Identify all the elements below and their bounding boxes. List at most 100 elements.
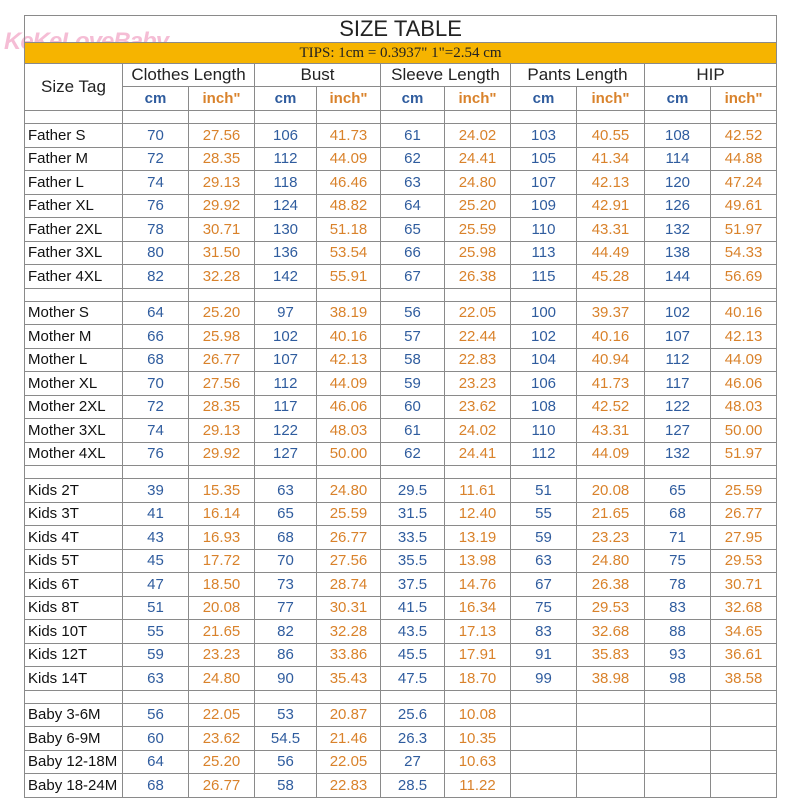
measurement: 75	[644, 548, 711, 573]
measurement: 24.80	[316, 478, 381, 503]
size-row: Mother 2XL 72 28.35 117 46.06 60 23.62 108 42.52…	[24, 394, 778, 419]
measurement: 27.56	[188, 371, 255, 396]
measurement: 17.13	[444, 619, 511, 644]
measurement: 106	[510, 371, 577, 396]
measurement: 112	[254, 146, 317, 171]
size-tag: Father S	[24, 123, 123, 148]
empty-cell	[576, 726, 645, 751]
measurement: 23.62	[188, 726, 255, 751]
measurement: 62	[380, 146, 445, 171]
measurement: 41.73	[576, 371, 645, 396]
measurement: 43.5	[380, 619, 445, 644]
empty-cell	[380, 110, 445, 124]
measurement: 70	[122, 123, 189, 148]
measurement: 25.59	[709, 478, 778, 503]
size-row: Mother S 64 25.20 97 38.19 56 22.05 100 39.37 102…	[24, 300, 778, 325]
size-tag: Kids 14T	[24, 666, 123, 691]
measurement: 115	[510, 264, 577, 289]
size-tag: Baby 6-9M	[24, 726, 123, 751]
measurement: 120	[644, 170, 711, 195]
measurement: 106	[254, 123, 317, 148]
empty-cell	[188, 465, 255, 479]
measurement: 44.09	[576, 441, 645, 466]
column-header: Sleeve Length	[380, 63, 511, 87]
empty-cell	[188, 287, 255, 302]
size-tag: Mother XL	[24, 371, 123, 396]
measurement: 102	[644, 300, 711, 325]
empty-cell	[576, 110, 645, 124]
size-row: Mother L 68 26.77 107 42.13 58 22.83 104 40.94 11…	[24, 347, 778, 372]
empty-cell	[644, 702, 711, 727]
empty-cell	[510, 287, 577, 302]
empty-cell	[316, 287, 381, 302]
empty-cell	[510, 702, 577, 727]
measurement: 68	[122, 347, 189, 372]
measurement: 33.5	[380, 525, 445, 550]
measurement: 28.35	[188, 394, 255, 419]
measurement: 60	[380, 394, 445, 419]
empty-cell	[510, 110, 577, 124]
measurement: 66	[380, 240, 445, 265]
empty-cell	[254, 689, 317, 704]
measurement: 68	[122, 773, 189, 798]
measurement: 45.28	[576, 264, 645, 289]
measurement: 122	[254, 418, 317, 443]
empty-cell	[254, 287, 317, 302]
measurement: 21.65	[576, 501, 645, 526]
measurement: 29.92	[188, 193, 255, 218]
spacer-row	[24, 465, 778, 479]
empty-cell	[188, 689, 255, 704]
unit-label: inch"	[576, 86, 645, 111]
measurement: 59	[510, 525, 577, 550]
measurement: 51	[122, 595, 189, 620]
measurement: 93	[644, 642, 711, 667]
measurement: 33.86	[316, 642, 381, 667]
size-tag: Kids 3T	[24, 501, 123, 526]
measurement: 47	[122, 572, 189, 597]
table-body: SIZE TABLE TIPS: 1cm = 0.3937" 1"=2.54 cm…	[23, 15, 778, 798]
empty-cell	[644, 110, 711, 124]
measurement: 30.71	[709, 572, 778, 597]
measurement: 11.22	[444, 773, 511, 798]
size-tag: Kids 5T	[24, 548, 123, 573]
size-row: Mother XL 70 27.56 112 44.09 59 23.23 106 41.73 1…	[24, 371, 778, 396]
size-tag: Father L	[24, 170, 123, 195]
measurement: 26.38	[576, 572, 645, 597]
measurement: 31.50	[188, 240, 255, 265]
size-tag: Mother S	[24, 300, 123, 325]
measurement: 22.44	[444, 324, 511, 349]
empty-cell	[709, 465, 778, 479]
size-row: Father 4XL 82 32.28 142 55.91 67 26.38 115 45.28…	[24, 264, 778, 289]
size-tag: Father M	[24, 146, 123, 171]
measurement: 127	[644, 418, 711, 443]
measurement: 109	[510, 193, 577, 218]
measurement: 25.20	[188, 749, 255, 774]
measurement: 56.69	[709, 264, 778, 289]
measurement: 22.05	[188, 702, 255, 727]
measurement: 43	[122, 525, 189, 550]
measurement: 17.91	[444, 642, 511, 667]
measurement: 10.63	[444, 749, 511, 774]
size-tag: Mother M	[24, 324, 123, 349]
measurement: 112	[644, 347, 711, 372]
measurement: 54.33	[709, 240, 778, 265]
measurement: 65	[380, 217, 445, 242]
measurement: 15.35	[188, 478, 255, 503]
measurement: 118	[254, 170, 317, 195]
measurement: 68	[644, 501, 711, 526]
measurement: 39	[122, 478, 189, 503]
measurement: 110	[510, 217, 577, 242]
measurement: 112	[510, 441, 577, 466]
measurement: 107	[644, 324, 711, 349]
measurement: 10.35	[444, 726, 511, 751]
empty-cell	[444, 110, 511, 124]
measurement: 38.58	[709, 666, 778, 691]
size-row: Father 2XL 78 30.71 130 51.18 65 25.59 110 43.31…	[24, 217, 778, 242]
measurement: 51.97	[709, 441, 778, 466]
unit-label: inch"	[444, 86, 511, 111]
measurement: 28.5	[380, 773, 445, 798]
size-tag: Kids 4T	[24, 525, 123, 550]
empty-cell	[444, 287, 511, 302]
measurement: 26.77	[316, 525, 381, 550]
empty-cell	[316, 689, 381, 704]
